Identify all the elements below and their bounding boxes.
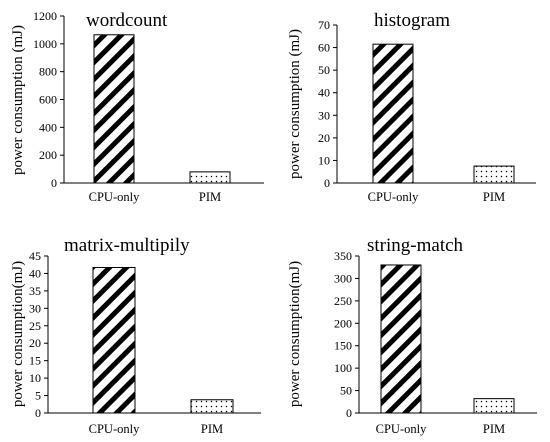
x-category-label: CPU-only <box>89 422 140 436</box>
y-tick-label: 30 <box>318 108 330 122</box>
chart-title: string-match <box>367 235 464 256</box>
chart-panel-2: 0 10 20 30 40 50 60 70 CPU-only PIM histogram power… <box>287 10 536 204</box>
bar-pim <box>190 399 234 414</box>
bar-cpu-only <box>93 34 135 184</box>
x-category-label: PIM <box>199 190 221 204</box>
bar-pim <box>473 165 515 184</box>
y-tick-label: 800 <box>39 65 57 79</box>
bar-pim <box>473 398 515 414</box>
y-axis-label: power consumption (mJ) <box>287 29 303 179</box>
y-tick-label: 50 <box>318 63 330 77</box>
y-tick-label: 200 <box>39 148 57 162</box>
bar-pim <box>189 171 231 184</box>
y-tick-label: 20 <box>318 131 330 145</box>
y-tick-label: 40 <box>29 266 41 280</box>
y-tick-label: 70 <box>318 18 330 32</box>
y-axis-label: power consumption (mJ) <box>10 25 26 175</box>
y-tick-label: 350 <box>334 249 352 263</box>
y-axis-label: power consumption(mJ) <box>287 261 303 407</box>
chart-panel-1: 0 200 400 600 800 1000 1200 CPU-only PIM wordcoun… <box>10 9 264 204</box>
chart-panel-4: 0 50 100 150 200 250 300 350 CPU-only PIM string-m… <box>287 235 537 436</box>
y-axis-label: power consumption(mJ) <box>10 261 26 407</box>
y-tick-label: 400 <box>39 120 57 134</box>
y-tick-label: 0 <box>35 406 41 420</box>
chart-title: matrix-multipily <box>64 235 190 256</box>
chart-panel-3: 0 5 10 15 20 25 30 35 40 45 CPU-only PIM matrix-mult… <box>10 235 261 436</box>
y-tick-label: 30 <box>29 301 41 315</box>
x-category-label: PIM <box>201 422 223 436</box>
y-tick-label: 35 <box>29 284 41 298</box>
x-category-label: CPU-only <box>376 422 427 436</box>
chart-title: wordcount <box>86 10 168 31</box>
y-tick-label: 200 <box>334 316 352 330</box>
x-category-label: PIM <box>483 190 505 204</box>
y-tick-label: 600 <box>39 93 57 107</box>
x-category-label: CPU-only <box>89 190 140 204</box>
y-tick-label: 15 <box>29 354 41 368</box>
y-tick-label: 250 <box>334 294 352 308</box>
y-tick-label: 300 <box>334 271 352 285</box>
y-tick-label: 10 <box>318 153 330 167</box>
y-tick-label: 1200 <box>33 9 57 23</box>
y-tick-label: 0 <box>346 406 352 420</box>
y-tick-label: 10 <box>29 371 41 385</box>
y-tick-label: 5 <box>35 389 41 403</box>
chart-title: histogram <box>374 10 450 31</box>
bar-cpu-only <box>92 267 136 414</box>
x-category-label: PIM <box>483 422 505 436</box>
bar-cpu-only <box>372 43 414 184</box>
y-tick-label: 60 <box>318 41 330 55</box>
y-tick-label: 40 <box>318 86 330 100</box>
y-tick-label: 0 <box>51 176 57 190</box>
bar-cpu-only <box>380 264 422 414</box>
x-category-label: CPU-only <box>368 190 419 204</box>
y-tick-label: 0 <box>324 176 330 190</box>
y-tick-label: 45 <box>29 249 41 263</box>
y-tick-label: 50 <box>340 384 352 398</box>
y-tick-label: 100 <box>334 361 352 375</box>
y-tick-label: 25 <box>29 319 41 333</box>
y-tick-label: 1000 <box>33 37 57 51</box>
y-tick-label: 150 <box>334 339 352 353</box>
y-tick-label: 20 <box>29 336 41 350</box>
